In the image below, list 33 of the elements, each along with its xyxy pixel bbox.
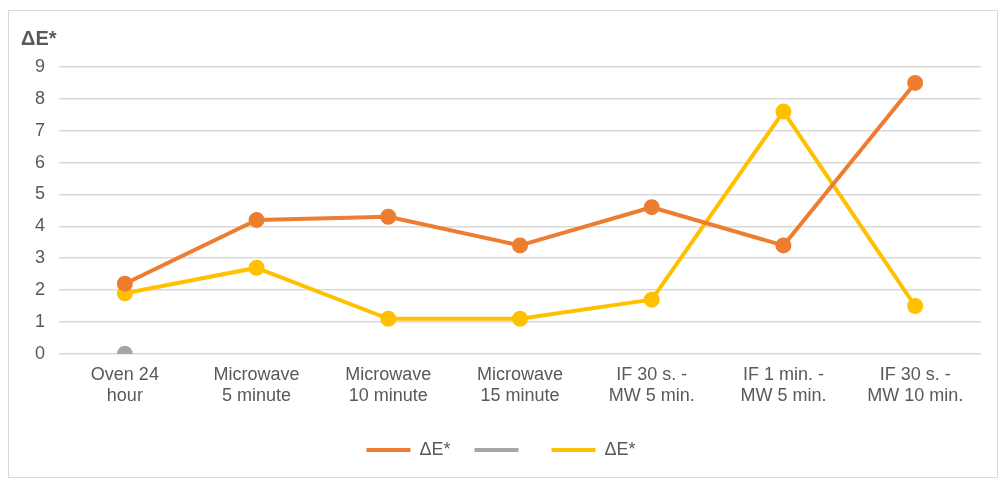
point	[907, 74, 924, 91]
x-tick-label: Oven 24 hour	[90, 363, 159, 406]
legend-label: ΔE*	[419, 438, 451, 459]
y-tick-label: 4	[35, 215, 46, 236]
point	[116, 275, 133, 292]
point	[643, 291, 660, 308]
y-tick-label: 1	[35, 310, 46, 331]
chart-title: ΔE*	[21, 26, 57, 49]
point	[775, 103, 792, 120]
y-tick-label: 7	[35, 119, 46, 140]
point	[248, 259, 265, 276]
y-tick-label: 3	[35, 247, 46, 268]
y-tick-label: 2	[35, 279, 46, 300]
point	[380, 310, 397, 327]
legend-label: ΔE*	[604, 438, 636, 459]
y-tick-label: 8	[35, 87, 46, 108]
x-tick-label: IF 1 min. - MW 5 min.	[740, 363, 827, 406]
y-tick-label: 0	[35, 342, 46, 363]
point	[907, 298, 924, 314]
x-tick-label: Microwave 10 minute	[345, 363, 432, 406]
point	[380, 208, 397, 225]
y-tick-label: 5	[35, 183, 46, 204]
point	[512, 310, 529, 327]
x-tick-label: IF 30 s. - MW 10 min.	[867, 363, 964, 406]
point	[512, 237, 529, 254]
point	[248, 211, 265, 228]
x-tick-label: Microwave 15 minute	[476, 363, 564, 406]
x-tick-label: IF 30 s. - MW 5 min.	[608, 363, 695, 406]
x-tick-label: Microwave 5 minute	[213, 363, 300, 406]
point	[775, 237, 792, 254]
y-tick-label: 6	[35, 151, 46, 172]
y-tick-label: 9	[35, 55, 46, 76]
point	[643, 199, 660, 216]
